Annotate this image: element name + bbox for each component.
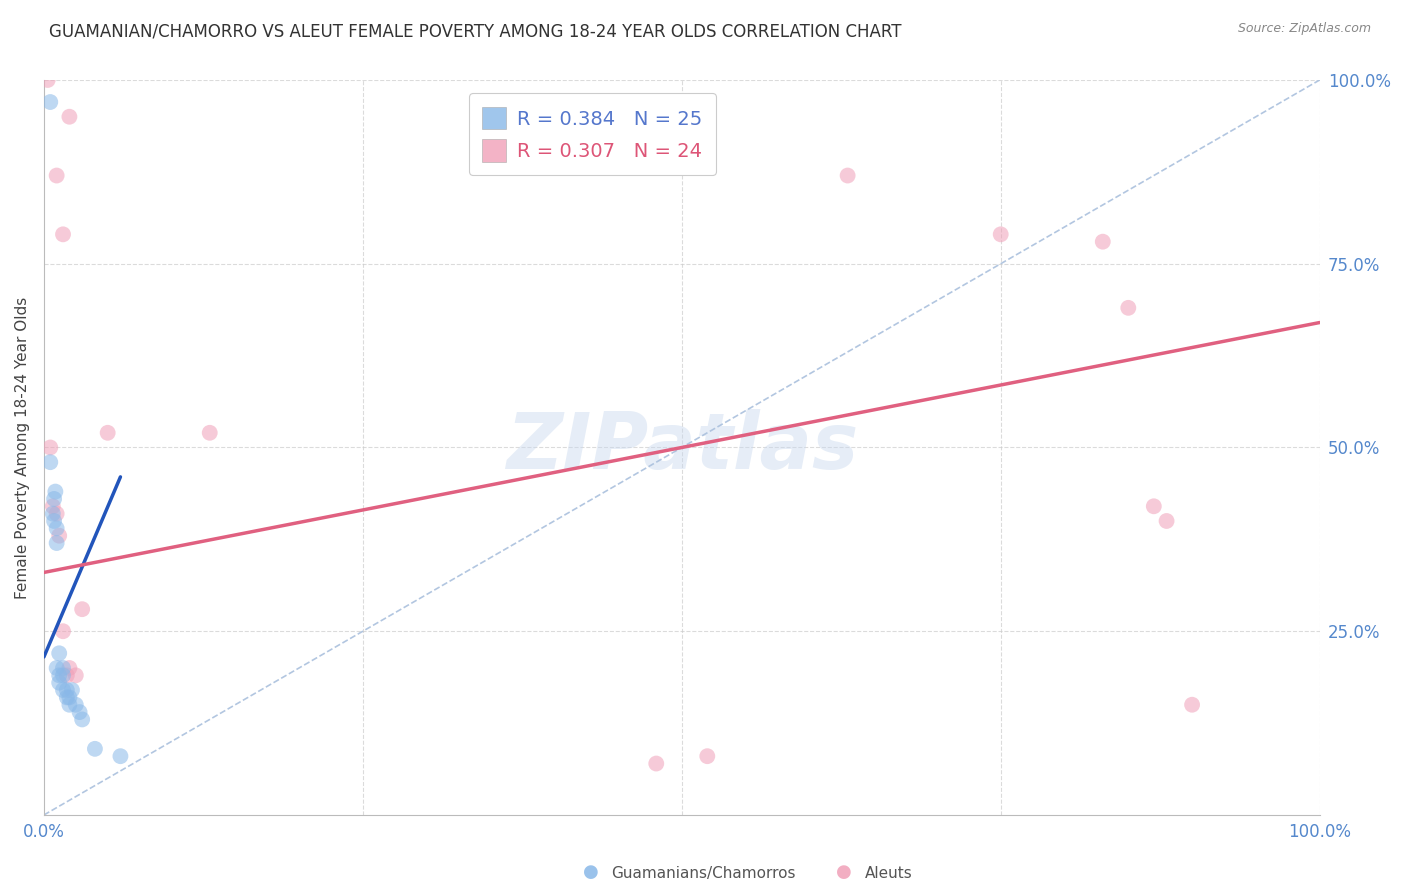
Point	[52, 624, 75, 639]
Point	[52, 668, 75, 682]
Point	[70, 713, 93, 727]
Point	[45, 536, 67, 550]
Point	[110, 749, 132, 764]
Point	[42, 500, 65, 514]
Point	[56, 690, 79, 705]
Text: ●: ●	[835, 863, 852, 881]
Point	[37, 73, 59, 87]
Point	[56, 668, 79, 682]
Point	[60, 683, 83, 698]
Legend: R = 0.384   N = 25, R = 0.307   N = 24: R = 0.384 N = 25, R = 0.307 N = 24	[468, 94, 716, 175]
Point	[58, 690, 80, 705]
Point	[39, 455, 62, 469]
Text: Aleuts: Aleuts	[865, 866, 912, 881]
Point	[1156, 514, 1178, 528]
Text: Source: ZipAtlas.com: Source: ZipAtlas.com	[1237, 22, 1371, 36]
Point	[48, 529, 70, 543]
Point	[990, 227, 1012, 242]
Point	[69, 705, 91, 719]
Point	[198, 425, 221, 440]
Point	[45, 661, 67, 675]
Point	[42, 514, 65, 528]
Point	[48, 668, 70, 682]
Point	[42, 491, 65, 506]
Point	[645, 756, 668, 771]
Point	[1181, 698, 1204, 712]
Point	[48, 675, 70, 690]
Text: ●: ●	[582, 863, 599, 881]
Point	[39, 95, 62, 109]
Point	[65, 668, 87, 682]
Point	[42, 507, 65, 521]
Point	[70, 602, 93, 616]
Text: ZIPatlas: ZIPatlas	[506, 409, 858, 485]
Point	[45, 169, 67, 183]
Point	[84, 742, 107, 756]
Point	[1143, 500, 1166, 514]
Point	[45, 521, 67, 535]
Point	[44, 484, 66, 499]
Point	[1116, 301, 1139, 315]
Point	[52, 227, 75, 242]
Point	[58, 661, 80, 675]
Point	[837, 169, 859, 183]
Point	[52, 683, 75, 698]
Point	[48, 646, 70, 660]
Point	[696, 749, 718, 764]
Point	[58, 110, 80, 124]
Y-axis label: Female Poverty Among 18-24 Year Olds: Female Poverty Among 18-24 Year Olds	[15, 296, 30, 599]
Text: GUAMANIAN/CHAMORRO VS ALEUT FEMALE POVERTY AMONG 18-24 YEAR OLDS CORRELATION CHA: GUAMANIAN/CHAMORRO VS ALEUT FEMALE POVER…	[49, 22, 901, 40]
Point	[97, 425, 120, 440]
Point	[1091, 235, 1114, 249]
Point	[45, 507, 67, 521]
Text: Guamanians/Chamorros: Guamanians/Chamorros	[612, 866, 796, 881]
Point	[65, 698, 87, 712]
Point	[56, 683, 79, 698]
Point	[52, 661, 75, 675]
Point	[58, 698, 80, 712]
Point	[39, 441, 62, 455]
